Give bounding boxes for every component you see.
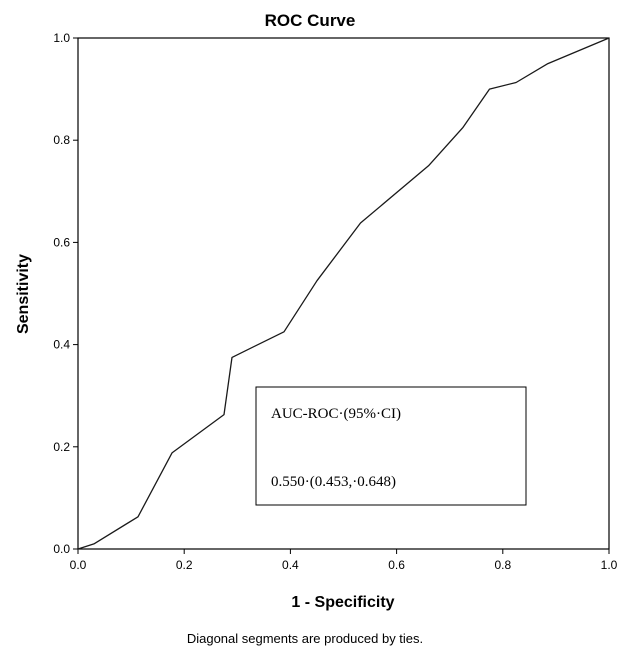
x-axis: 0.0 0.2 0.4 0.6 0.8 1.0: [70, 549, 618, 572]
y-tick-label: 0.2: [53, 440, 70, 454]
y-tick-label: 0.6: [53, 235, 70, 249]
y-axis-label: Sensitivity: [15, 254, 32, 334]
y-tick-label: 0.4: [53, 338, 70, 352]
annotation-value: 0.550·(0.453,·0.648): [271, 474, 396, 490]
x-tick-label: 0.8: [494, 558, 511, 572]
x-tick-label: 0.6: [388, 558, 405, 572]
x-tick-label: 0.4: [282, 558, 299, 572]
x-axis-label: 1 - Specificity: [291, 594, 394, 611]
roc-curve-line: [77, 37, 610, 550]
annotation-frame: [255, 386, 527, 506]
y-tick-label: 0.8: [53, 133, 70, 147]
x-tick-label: 0.0: [70, 558, 87, 572]
plot-frame: [77, 37, 610, 550]
plot-area: [77, 37, 610, 550]
footnote: Diagonal segments are produced by ties.: [187, 631, 423, 646]
x-tick-label: 0.2: [176, 558, 193, 572]
y-tick-label: 1.0: [53, 31, 70, 45]
x-tick-label: 1.0: [601, 558, 618, 572]
chart-title: ROC Curve: [265, 11, 356, 30]
auc-annotation-box: AUC-ROC·(95%·CI) 0.550·(0.453,·0.648): [255, 386, 527, 506]
y-tick-label: 0.0: [53, 542, 70, 556]
annotation-heading: AUC-ROC·(95%·CI): [271, 406, 401, 422]
y-axis: 0.0 0.2 0.4 0.6 0.8 1.0: [53, 31, 78, 556]
